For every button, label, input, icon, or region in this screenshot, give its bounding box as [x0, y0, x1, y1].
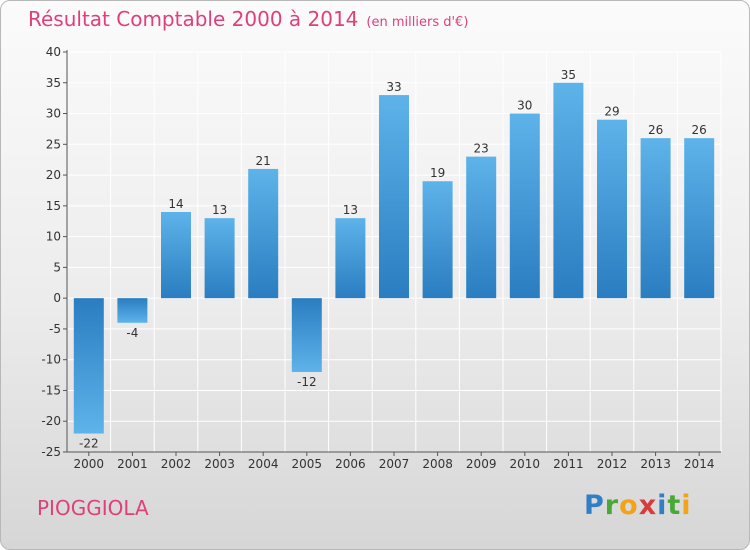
y-tick-label: 25	[46, 137, 61, 151]
y-tick-label: 40	[46, 45, 61, 59]
bar	[161, 212, 191, 299]
logo-letter: o	[619, 490, 639, 521]
y-tick-label: -25	[41, 445, 61, 459]
bar	[248, 168, 279, 299]
x-tick-label: 2009	[466, 457, 497, 471]
bar	[117, 298, 148, 323]
y-tick-label: 15	[46, 199, 61, 213]
y-tick-label: 0	[53, 291, 61, 305]
y-tick-label: 5	[53, 260, 61, 274]
data-label: 14	[168, 197, 183, 211]
logo-letter: P	[584, 490, 605, 521]
x-tick-label: 2003	[204, 457, 235, 471]
y-tick-label: -5	[49, 322, 61, 336]
data-label: -4	[126, 326, 138, 340]
bar	[509, 113, 540, 299]
chart-title: Résultat Comptable 2000 à 2014	[28, 7, 359, 31]
x-tick-label: 2010	[510, 457, 541, 471]
bar	[553, 82, 584, 299]
x-tick-label: 2012	[597, 457, 628, 471]
y-tick-label: -10	[41, 353, 61, 367]
x-tick-label: 2000	[74, 457, 105, 471]
y-tick-label: -20	[41, 414, 61, 428]
x-tick-label: 2014	[684, 457, 715, 471]
y-tick-label: 35	[46, 76, 61, 90]
data-label: 33	[386, 80, 401, 94]
title-area: Résultat Comptable 2000 à 2014 (en millie…	[28, 7, 468, 31]
chart-subtitle: (en milliers d'€)	[366, 15, 469, 30]
data-label: 35	[561, 68, 576, 82]
commune-name: PIOGGIOLA	[37, 496, 149, 520]
x-tick-label: 2002	[161, 457, 192, 471]
logo-letter: i	[657, 490, 668, 521]
data-label: 30	[517, 99, 532, 113]
data-label: 19	[430, 166, 445, 180]
data-label: 23	[474, 142, 489, 156]
proxiti-logo: Proxiti	[584, 490, 692, 521]
x-tick-label: 2013	[640, 457, 671, 471]
y-tick-label: 30	[46, 107, 61, 121]
data-label: 26	[692, 123, 707, 137]
bar	[379, 95, 409, 299]
logo-letter: i	[681, 490, 692, 521]
data-label: 13	[212, 203, 227, 217]
x-tick-label: 2006	[335, 457, 366, 471]
logo-letter: t	[667, 490, 682, 521]
logo-letter: x	[638, 490, 658, 521]
x-tick-label: 2008	[422, 457, 453, 471]
bar	[640, 138, 671, 299]
data-label: 13	[343, 203, 358, 217]
x-tick-label: 2005	[292, 457, 323, 471]
y-tick-label: 20	[46, 168, 61, 182]
y-tick-label: 10	[46, 230, 61, 244]
x-tick-label: 2004	[248, 457, 279, 471]
data-label: -12	[297, 375, 317, 389]
bar	[684, 138, 715, 299]
y-tick-label: -15	[41, 383, 61, 397]
data-label: 29	[604, 105, 619, 119]
data-label: -22	[79, 437, 99, 451]
bar	[422, 181, 453, 299]
bar	[597, 119, 627, 299]
data-label: 21	[256, 154, 271, 168]
bar	[204, 218, 235, 299]
x-tick-label: 2007	[379, 457, 410, 471]
x-tick-label: 2001	[117, 457, 148, 471]
bar	[73, 298, 104, 434]
bar	[466, 156, 497, 299]
x-tick-label: 2011	[553, 457, 584, 471]
logo-letter: r	[604, 490, 620, 521]
bar	[335, 218, 366, 299]
data-label: 26	[648, 123, 663, 137]
bar	[291, 298, 322, 372]
